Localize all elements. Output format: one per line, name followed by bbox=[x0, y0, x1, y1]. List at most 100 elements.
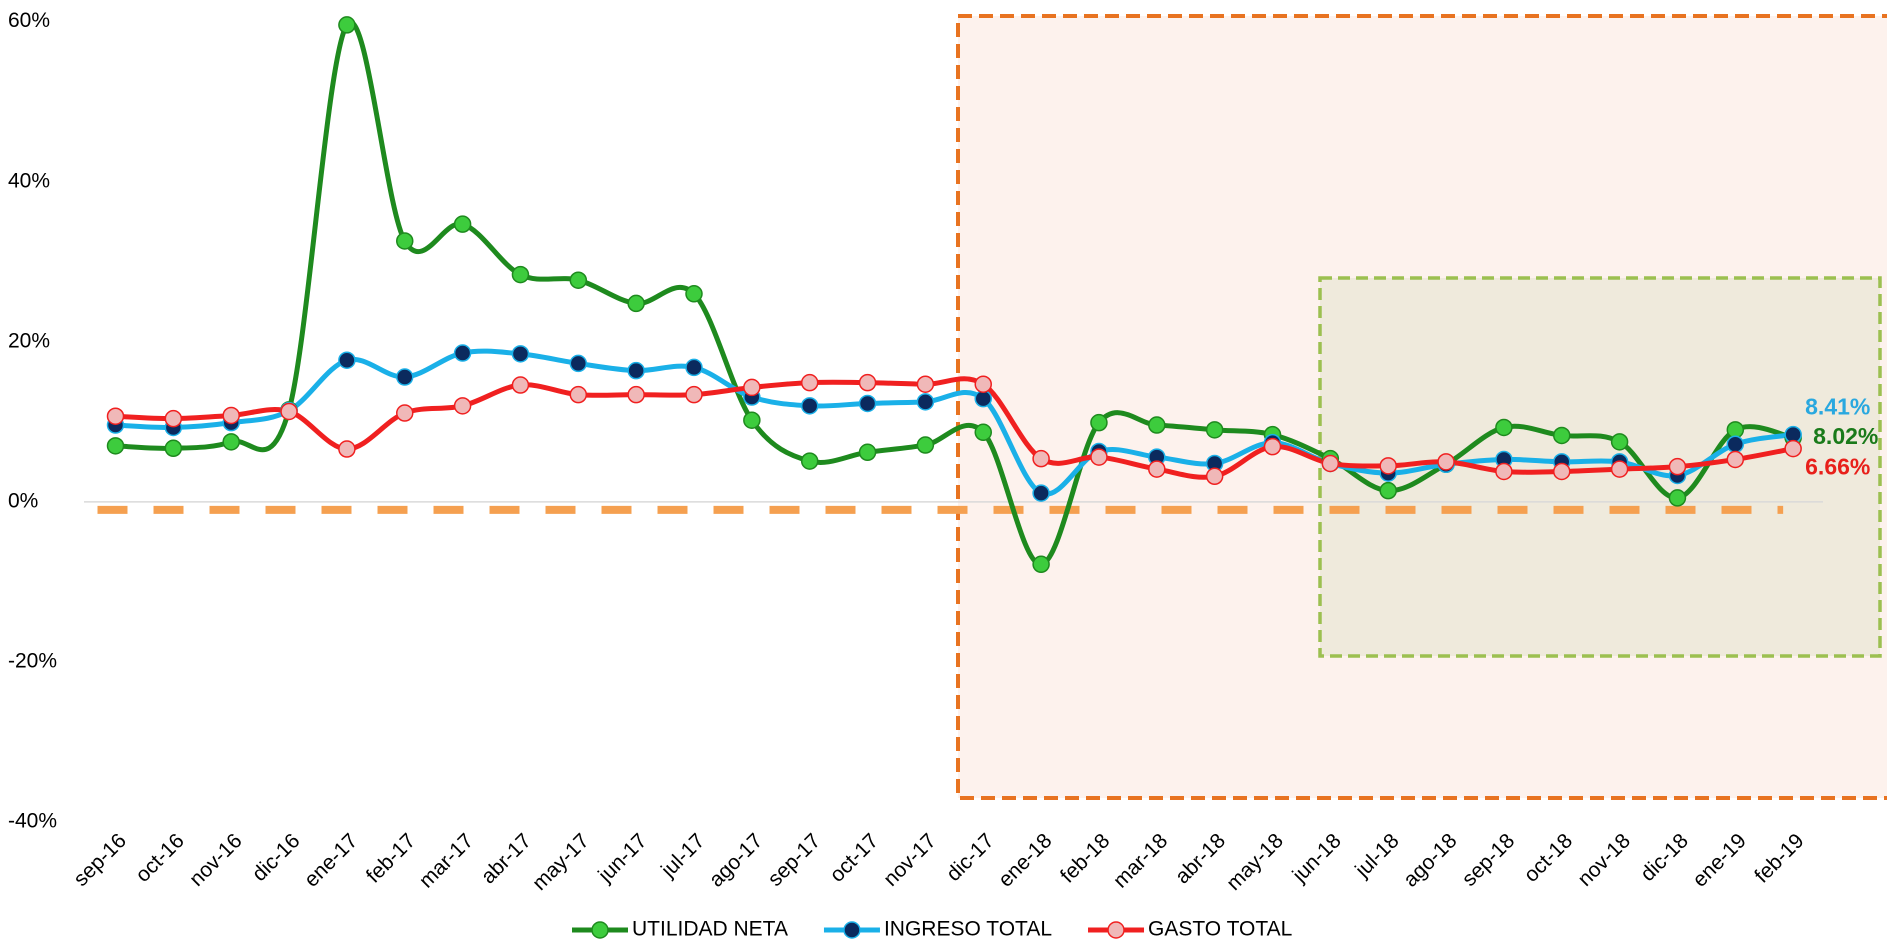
x-tick-label: ene-19 bbox=[1688, 829, 1751, 892]
highlight-region bbox=[1318, 276, 1882, 658]
marker bbox=[1553, 426, 1571, 445]
marker bbox=[511, 345, 530, 363]
y-tick-label: 0% bbox=[8, 489, 38, 512]
marker bbox=[1495, 418, 1513, 437]
marker bbox=[453, 344, 472, 362]
legend-label: INGRESO TOTAL bbox=[884, 918, 1052, 941]
x-tick-label: may-17 bbox=[528, 829, 594, 895]
marker bbox=[396, 404, 414, 422]
x-tick-label: ago-18 bbox=[1399, 829, 1462, 892]
marker bbox=[569, 385, 588, 404]
marker bbox=[1668, 489, 1687, 507]
marker bbox=[685, 285, 703, 303]
marker bbox=[164, 439, 183, 458]
marker bbox=[743, 411, 761, 429]
marker bbox=[1090, 448, 1108, 466]
marker bbox=[627, 361, 645, 380]
marker bbox=[1726, 435, 1745, 454]
x-tick-label: ene-17 bbox=[300, 829, 363, 892]
x-tick-label: dic-17 bbox=[942, 829, 999, 886]
marker bbox=[396, 232, 414, 250]
marker bbox=[858, 373, 877, 392]
legend-marker bbox=[591, 921, 609, 939]
marker bbox=[453, 215, 472, 233]
marker bbox=[1379, 481, 1397, 500]
marker bbox=[1205, 421, 1224, 439]
x-tick-label: dic-16 bbox=[248, 829, 305, 886]
marker bbox=[338, 16, 356, 34]
marker bbox=[1610, 433, 1629, 451]
x-tick-label: sep-17 bbox=[763, 829, 825, 891]
x-tick-label: oct-16 bbox=[131, 829, 189, 887]
marker bbox=[106, 437, 125, 455]
y-tick-label: -40% bbox=[8, 810, 57, 833]
marker bbox=[627, 385, 645, 404]
marker bbox=[1321, 454, 1340, 473]
x-tick-label: jun-17 bbox=[593, 829, 651, 887]
y-tick-label: 40% bbox=[8, 169, 50, 192]
legend-label: UTILIDAD NETA bbox=[632, 918, 788, 941]
x-tick-label: may-18 bbox=[1222, 829, 1288, 895]
marker bbox=[1205, 467, 1224, 486]
x-tick-label: jun-18 bbox=[1288, 829, 1346, 887]
x-tick-label: oct-18 bbox=[1520, 829, 1578, 887]
marker bbox=[569, 354, 588, 373]
marker bbox=[1032, 449, 1050, 468]
marker bbox=[1148, 460, 1166, 478]
x-tick-label: abr-18 bbox=[1171, 829, 1230, 888]
y-tick-label: 20% bbox=[8, 329, 50, 352]
marker bbox=[1553, 462, 1571, 481]
marker bbox=[106, 407, 125, 425]
marker bbox=[916, 393, 935, 411]
marker bbox=[1032, 484, 1050, 502]
value-label: 8.02% bbox=[1813, 423, 1878, 449]
marker bbox=[569, 271, 588, 289]
marker bbox=[685, 385, 703, 404]
x-tick-label: dic-18 bbox=[1636, 829, 1693, 886]
marker bbox=[800, 373, 819, 392]
marker bbox=[800, 452, 819, 470]
x-tick-label: oct-17 bbox=[825, 829, 883, 887]
marker bbox=[1090, 413, 1108, 432]
x-tick-label: nov-16 bbox=[185, 829, 247, 891]
marker bbox=[222, 406, 240, 425]
value-label: 8.41% bbox=[1805, 394, 1870, 420]
marker bbox=[1495, 462, 1513, 481]
marker bbox=[858, 394, 877, 413]
x-tick-label: mar-18 bbox=[1109, 829, 1172, 892]
marker bbox=[1379, 457, 1397, 475]
x-tick-label: feb-17 bbox=[362, 829, 420, 887]
x-tick-label: feb-19 bbox=[1750, 829, 1808, 887]
x-tick-label: ene-18 bbox=[994, 829, 1057, 892]
marker bbox=[280, 402, 298, 421]
marker bbox=[916, 375, 935, 393]
x-tick-label: sep-18 bbox=[1458, 829, 1520, 891]
marker bbox=[511, 265, 530, 284]
x-tick-label: jul-17 bbox=[656, 829, 709, 882]
marker bbox=[1263, 437, 1282, 456]
marker bbox=[627, 294, 645, 313]
marker bbox=[396, 368, 414, 386]
x-tick-label: abr-17 bbox=[477, 829, 536, 888]
marker bbox=[685, 358, 703, 377]
marker bbox=[164, 409, 183, 428]
x-tick-label: sep-16 bbox=[69, 829, 131, 891]
marker bbox=[1668, 457, 1687, 476]
marker bbox=[511, 376, 530, 394]
marker bbox=[974, 375, 992, 393]
marker bbox=[1148, 416, 1166, 434]
marker bbox=[222, 433, 240, 451]
legend-marker bbox=[843, 921, 861, 939]
x-tick-label: nov-17 bbox=[879, 829, 941, 891]
marker bbox=[1437, 453, 1455, 471]
marker bbox=[453, 397, 472, 415]
y-tick-label: 60% bbox=[8, 9, 50, 32]
x-tick-label: mar-17 bbox=[415, 829, 478, 892]
marker bbox=[743, 378, 761, 397]
marker bbox=[916, 436, 935, 454]
marker bbox=[1032, 555, 1050, 574]
marker bbox=[858, 443, 877, 462]
marker bbox=[338, 440, 356, 458]
marker bbox=[1784, 439, 1802, 458]
